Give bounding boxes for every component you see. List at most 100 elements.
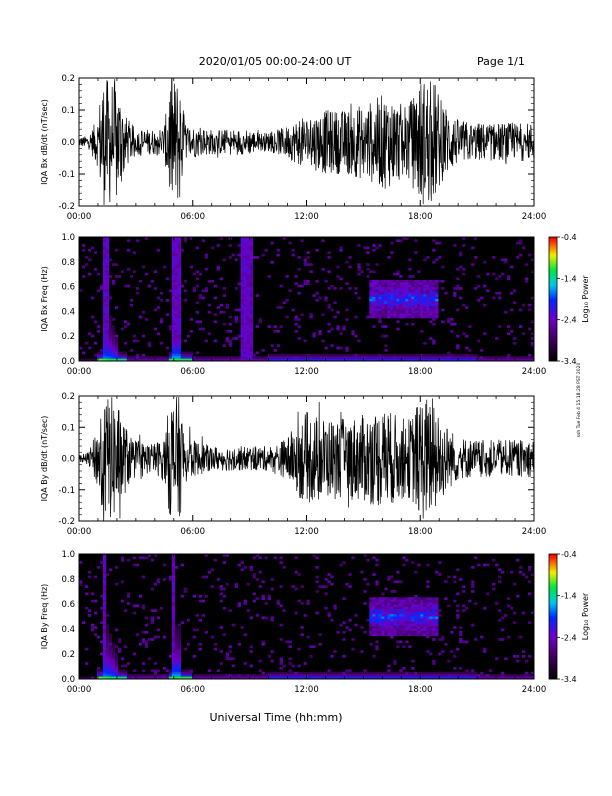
spectrogram-cell: [387, 630, 391, 634]
spectrogram-cell: [249, 299, 253, 302]
spectrogram-cell: [405, 626, 409, 629]
spectrogram-cell: [171, 650, 176, 653]
spectrogram-cell: [108, 296, 113, 300]
spectrogram-cell: [321, 674, 325, 677]
spectrogram-cell: [501, 676, 505, 680]
spectrogram-cell: [105, 642, 110, 646]
spectrogram-cell: [252, 556, 256, 560]
spectrogram-cell: [384, 633, 388, 637]
spectrogram-cell: [132, 674, 137, 677]
spectrogram-cell: [144, 356, 149, 359]
spectrogram-cell: [237, 244, 241, 247]
spectrogram-cell: [375, 303, 379, 307]
spectrogram-cell: [255, 578, 259, 581]
spectrogram-cell: [312, 332, 316, 336]
spectrogram-cell: [384, 279, 388, 283]
spectrogram-cell: [468, 349, 472, 352]
spectrogram-cell: [519, 566, 523, 569]
spectrogram-cell: [396, 308, 400, 312]
spectrogram-cell: [294, 676, 298, 680]
spectrogram-cell: [102, 592, 107, 596]
spectrogram-cell: [177, 303, 182, 307]
spectrogram-cell: [498, 580, 502, 584]
spectrogram-cell: [381, 289, 385, 293]
spectrogram-cell: [222, 674, 226, 677]
spectrogram-cell: [303, 339, 307, 343]
spectrogram-cell: [105, 349, 110, 352]
spectrogram-cell: [375, 676, 379, 680]
spectrogram-cell: [243, 674, 247, 677]
spectrogram-cell: [405, 315, 409, 319]
spectrogram-cell: [279, 662, 283, 665]
spectrogram-cell: [240, 306, 244, 309]
spectrogram-cell: [186, 351, 191, 355]
spectrogram-cell: [234, 287, 238, 290]
spectrogram-cell: [435, 287, 439, 290]
spectrogram-cell: [492, 582, 496, 586]
spectrogram-cell: [378, 633, 382, 637]
spectrogram-cell: [171, 645, 176, 649]
spectrogram-cell: [423, 310, 427, 314]
spectrogram-cell: [375, 628, 379, 632]
spectrogram-cell: [390, 279, 394, 283]
spectrogram-cell: [102, 566, 107, 569]
spectrogram-cell: [369, 315, 373, 319]
spectrogram-cell: [216, 265, 220, 269]
spectrogram-cell: [348, 256, 352, 259]
spectrogram-cell: [300, 358, 304, 362]
spectrogram-cell: [411, 294, 415, 297]
spectrogram-cell: [411, 306, 415, 309]
spectrogram-cell: [105, 265, 110, 269]
spectrogram-cell: [435, 296, 439, 300]
spectrogram-cell: [375, 353, 379, 357]
spectrogram-cell: [345, 582, 349, 586]
spectrogram-cell: [186, 674, 191, 677]
spectrogram-cell: [396, 623, 400, 627]
spectrogram-cell: [96, 669, 101, 673]
spectrogram-cell: [141, 356, 146, 359]
spectrogram-cell: [360, 270, 364, 274]
spectrogram-cell: [249, 334, 253, 338]
spectrogram-cell: [423, 618, 427, 622]
spectrogram-cell: [192, 287, 197, 290]
spectrogram-cell: [207, 676, 212, 680]
spectrogram-cell: [357, 268, 361, 271]
spectrogram-cell: [177, 327, 182, 331]
spectrogram-cell: [201, 239, 206, 243]
colorbar-cell: [549, 672, 557, 676]
spectrogram-cell: [153, 356, 158, 359]
spectrogram-cell: [279, 623, 283, 627]
spectrogram-cell: [201, 289, 206, 293]
spectrogram-cell: [402, 308, 406, 312]
spectrogram-cell: [105, 296, 110, 300]
spectrogram-cell: [105, 275, 110, 278]
spectrogram-cell: [237, 642, 241, 646]
spectrogram-cell: [105, 671, 110, 675]
spectrogram-cell: [156, 358, 161, 362]
spectrogram-cell: [153, 671, 158, 675]
spectrogram-cell: [399, 626, 403, 629]
spectrogram-cell: [414, 239, 418, 243]
spectrogram-cell: [108, 356, 113, 359]
spectrogram-cell: [246, 246, 250, 250]
spectrogram-cell: [483, 332, 487, 336]
spectrogram-cell: [210, 635, 214, 639]
spectrogram-cell: [372, 296, 376, 300]
spectrogram-cell: [411, 287, 415, 290]
spectrogram-cell: [402, 287, 406, 290]
spectrogram-cell: [87, 575, 92, 579]
spectrogram-cell: [102, 308, 107, 312]
spectrogram-cell: [303, 662, 307, 665]
spectrogram-cell: [174, 268, 179, 271]
spectrogram-cell: [366, 251, 370, 254]
spectrogram-cell: [507, 277, 511, 281]
spectrogram-cell: [102, 580, 107, 584]
spectrogram-cell: [246, 346, 250, 350]
spectrogram-cell: [285, 674, 289, 677]
spectrogram-cell: [465, 640, 469, 644]
spectrogram-cell: [426, 256, 430, 259]
spectrogram-cell: [162, 666, 167, 670]
spectrogram-cell: [177, 645, 182, 649]
spectrogram-cell: [261, 594, 265, 598]
spectrogram-cell: [462, 244, 466, 247]
